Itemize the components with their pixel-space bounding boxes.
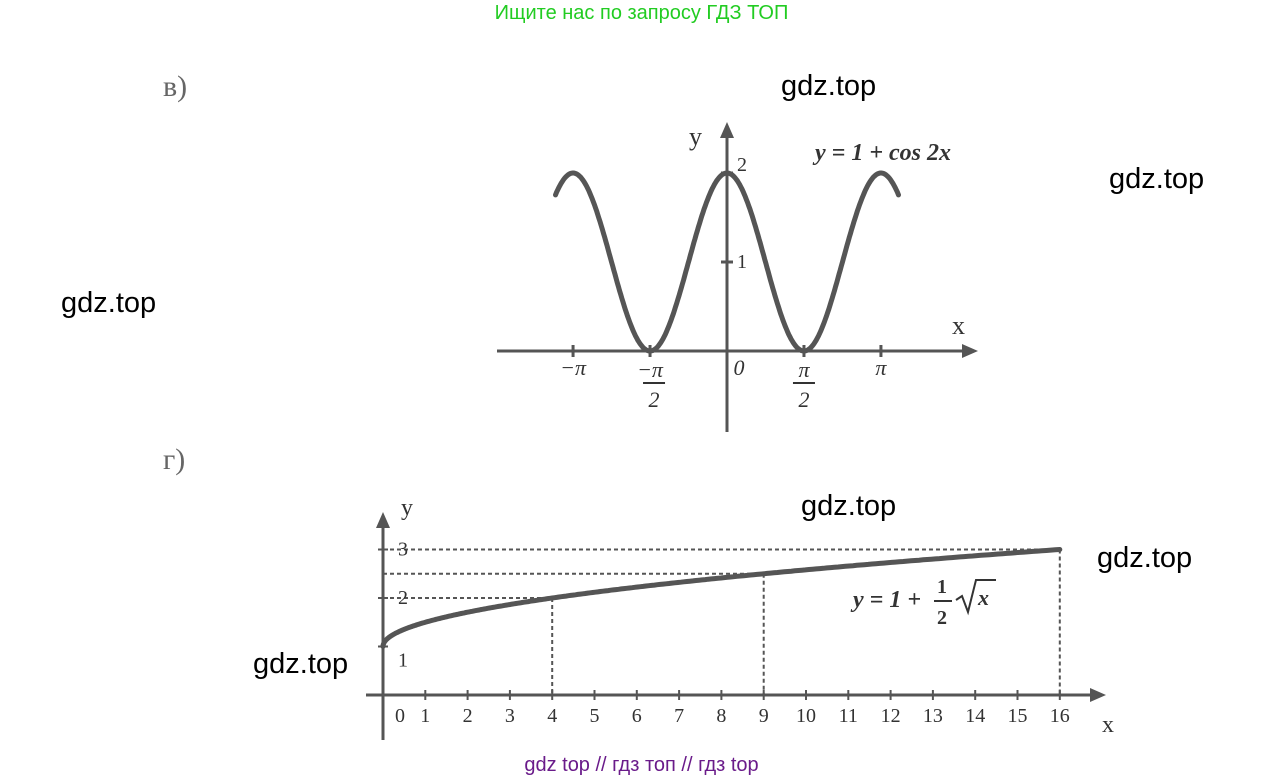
- function-label: y = 1 + 1 2 x: [850, 576, 996, 629]
- x-axis-arrow: [1090, 688, 1106, 702]
- x-axis-label: x: [952, 311, 965, 340]
- x-tick-label: 9: [759, 705, 769, 727]
- x-tick-label: 8: [716, 705, 726, 727]
- x-tick-label: 4: [547, 705, 557, 727]
- x-tick-label: 7: [674, 705, 684, 727]
- search-hint-link[interactable]: Ищите нас по запросу ГДЗ ТОП: [494, 2, 789, 24]
- y-axis-label: y: [401, 495, 413, 521]
- x-tick-label: π: [798, 357, 810, 382]
- footer-links: gdz top // гдз топ // гдз top: [524, 754, 759, 776]
- x-tick-label: 14: [965, 705, 985, 727]
- y-tick-label: 1: [737, 251, 747, 273]
- watermark-text: gdz.top: [1097, 542, 1193, 574]
- watermark-text: gdz.top: [61, 287, 157, 319]
- cosine-curve: [553, 170, 901, 354]
- x-tick-label: 0: [395, 705, 405, 727]
- y-axis-label: y: [689, 122, 702, 151]
- x-tick-label: 2: [649, 387, 660, 412]
- x-tick-label: 13: [923, 705, 943, 727]
- x-tick-label: 6: [632, 705, 642, 727]
- x-axis-arrow: [962, 344, 978, 358]
- x-axis-label: x: [1102, 712, 1114, 738]
- watermark-text: gdz.top: [1109, 163, 1205, 195]
- x-tick-label: 2: [798, 387, 809, 412]
- x-tick-label: 11: [839, 705, 858, 727]
- sqrt-chart: y x y = 1 + 1 2 x 0 1 2 3 4 5 6 7 8 9 10 11 12 13 14 15…: [366, 495, 1114, 740]
- watermark-text: gdz.top: [781, 70, 877, 102]
- sqrt-curve: [380, 547, 1063, 649]
- x-tick-label: 3: [505, 705, 515, 727]
- part-label-v: в): [163, 70, 188, 103]
- watermark-text: gdz.top: [801, 490, 897, 522]
- y-tick-label: 3: [398, 539, 408, 561]
- y-tick-label: 2: [398, 587, 408, 609]
- function-label: y = 1 + cos 2x: [812, 140, 951, 166]
- x-tick-label: 15: [1008, 705, 1028, 727]
- y-tick-label: 1: [398, 650, 408, 672]
- x-tick-label: 5: [590, 705, 600, 727]
- part-label-g: г): [163, 443, 186, 476]
- svg-text:x: x: [977, 585, 989, 610]
- x-tick-label: π: [875, 355, 887, 380]
- svg-text:y = 1 +: y = 1 +: [850, 587, 921, 613]
- y-axis-arrow: [376, 512, 390, 528]
- y-tick-label: 2: [737, 154, 747, 176]
- x-tick-label: 1: [420, 705, 430, 727]
- x-tick-label: −π: [637, 357, 664, 382]
- watermark-text: gdz.top: [253, 648, 349, 680]
- svg-text:1: 1: [937, 576, 947, 598]
- y-axis-arrow: [720, 122, 734, 138]
- x-tick-label: 16: [1050, 705, 1070, 727]
- x-tick-label: −π: [560, 355, 587, 380]
- svg-text:2: 2: [937, 607, 947, 629]
- x-tick-label: 0: [734, 355, 745, 380]
- x-tick-label: 10: [796, 705, 816, 727]
- x-tick-label: 12: [881, 705, 901, 727]
- x-tick-label: 2: [463, 705, 473, 727]
- cosine-chart: y x y = 1 + cos 2x −π −π 2 0 π 2 π 1 2: [497, 122, 978, 432]
